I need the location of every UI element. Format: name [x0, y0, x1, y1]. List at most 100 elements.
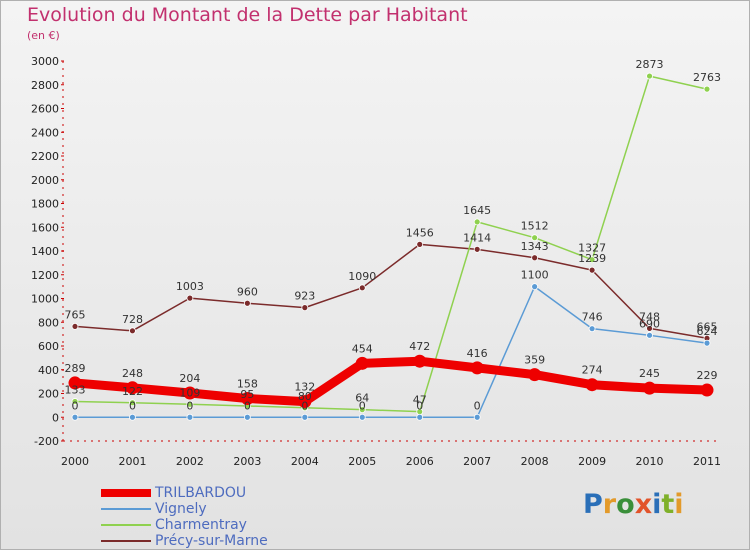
data-point [71, 323, 79, 330]
data-label: 416 [467, 347, 488, 360]
data-label: 1512 [521, 220, 549, 233]
data-point [243, 299, 251, 307]
y-tick-label: 800 [38, 316, 59, 329]
data-label: 274 [582, 364, 603, 377]
data-label: 132 [294, 381, 315, 394]
y-tick-label: 3000 [31, 55, 59, 68]
series-line-3 [74, 243, 708, 340]
data-label: 690 [639, 317, 660, 330]
data-point [643, 381, 657, 395]
data-point [129, 399, 136, 407]
y-tick-label: 0 [52, 411, 59, 424]
legend-label: Charmentray [155, 517, 247, 533]
legend-swatch [101, 540, 151, 542]
data-label: 80 [298, 390, 312, 403]
data-point [703, 85, 711, 93]
data-point [298, 395, 312, 409]
data-label: 0 [244, 399, 251, 412]
data-label: 47 [413, 394, 427, 407]
data-point [646, 72, 653, 80]
data-point [473, 218, 481, 226]
data-point [125, 381, 139, 395]
y-tick-label: 2600 [31, 103, 59, 116]
x-tick-label: 2009 [578, 455, 606, 468]
data-label: 1239 [578, 252, 606, 265]
data-label: 64 [355, 392, 369, 405]
data-label: 0 [129, 399, 136, 412]
data-point [355, 356, 369, 370]
data-point [71, 413, 79, 421]
data-label: 359 [524, 354, 545, 367]
data-label: 746 [582, 311, 603, 324]
data-point [71, 398, 79, 405]
x-tick-label: 2005 [348, 455, 376, 468]
series-line-1 [74, 285, 708, 418]
data-point [531, 254, 539, 262]
x-tick-label: 2007 [463, 455, 491, 468]
legend-swatch [101, 508, 151, 510]
series-line-2 [74, 75, 708, 413]
data-label: 109 [179, 386, 200, 399]
data-point [646, 325, 653, 332]
data-label: 0 [301, 399, 308, 412]
proxiti-logo: Proxiti [583, 489, 684, 520]
data-point [700, 383, 714, 397]
x-tick-label: 2006 [406, 455, 434, 468]
data-label: 0 [416, 399, 423, 412]
y-tick-label: 2200 [31, 150, 59, 163]
y-tick-label: 200 [38, 388, 59, 401]
data-point [68, 376, 82, 390]
x-tick-label: 2000 [61, 455, 89, 468]
data-label: 245 [639, 367, 660, 380]
x-tick-label: 2003 [233, 455, 261, 468]
data-label: 229 [697, 369, 718, 382]
data-label: 0 [474, 399, 481, 412]
data-label: 1003 [176, 280, 204, 293]
data-point [588, 266, 596, 274]
data-label: 1100 [521, 269, 549, 282]
data-label: 472 [409, 340, 430, 353]
data-point [470, 361, 484, 375]
data-point [646, 331, 653, 339]
data-point [243, 413, 251, 421]
logo-letter: P [583, 489, 603, 520]
data-point [129, 327, 136, 335]
data-point [129, 413, 136, 421]
data-label: 765 [65, 308, 86, 321]
logo-letter: i [674, 489, 684, 520]
y-tick-label: 2400 [31, 126, 59, 139]
data-label: 1645 [463, 204, 491, 217]
series-lines [70, 75, 712, 418]
x-tick-label: 2002 [176, 455, 204, 468]
legend-swatch [101, 524, 151, 526]
data-point [358, 406, 366, 414]
logo-letter: t [661, 489, 675, 520]
data-label: 2763 [693, 71, 721, 84]
y-tick-label: 400 [38, 364, 59, 377]
y-tick-label: 1800 [31, 198, 59, 211]
data-label: 748 [639, 310, 660, 323]
data-point [301, 304, 309, 312]
data-point [473, 413, 481, 421]
chart-subtitle: (en €) [27, 29, 60, 42]
data-point [183, 386, 197, 400]
data-point [186, 294, 194, 302]
data-label: 0 [186, 399, 193, 412]
data-point [531, 234, 539, 242]
series-line-0 [70, 356, 712, 407]
chart-title: Evolution du Montant de la Dette par Hab… [27, 4, 468, 26]
data-label: 665 [697, 320, 718, 333]
data-point [703, 339, 711, 347]
data-label: 923 [294, 290, 315, 303]
series-points [68, 72, 714, 421]
data-point [588, 325, 596, 333]
data-label: 95 [240, 388, 254, 401]
data-point [240, 391, 254, 405]
data-point [358, 413, 366, 421]
data-label: 2873 [636, 58, 664, 71]
data-point [528, 368, 542, 382]
data-label: 0 [72, 399, 79, 412]
axes: -200020040060080010001200140016001800200… [31, 55, 721, 468]
data-label: 204 [179, 372, 200, 385]
data-label: 133 [65, 383, 86, 396]
